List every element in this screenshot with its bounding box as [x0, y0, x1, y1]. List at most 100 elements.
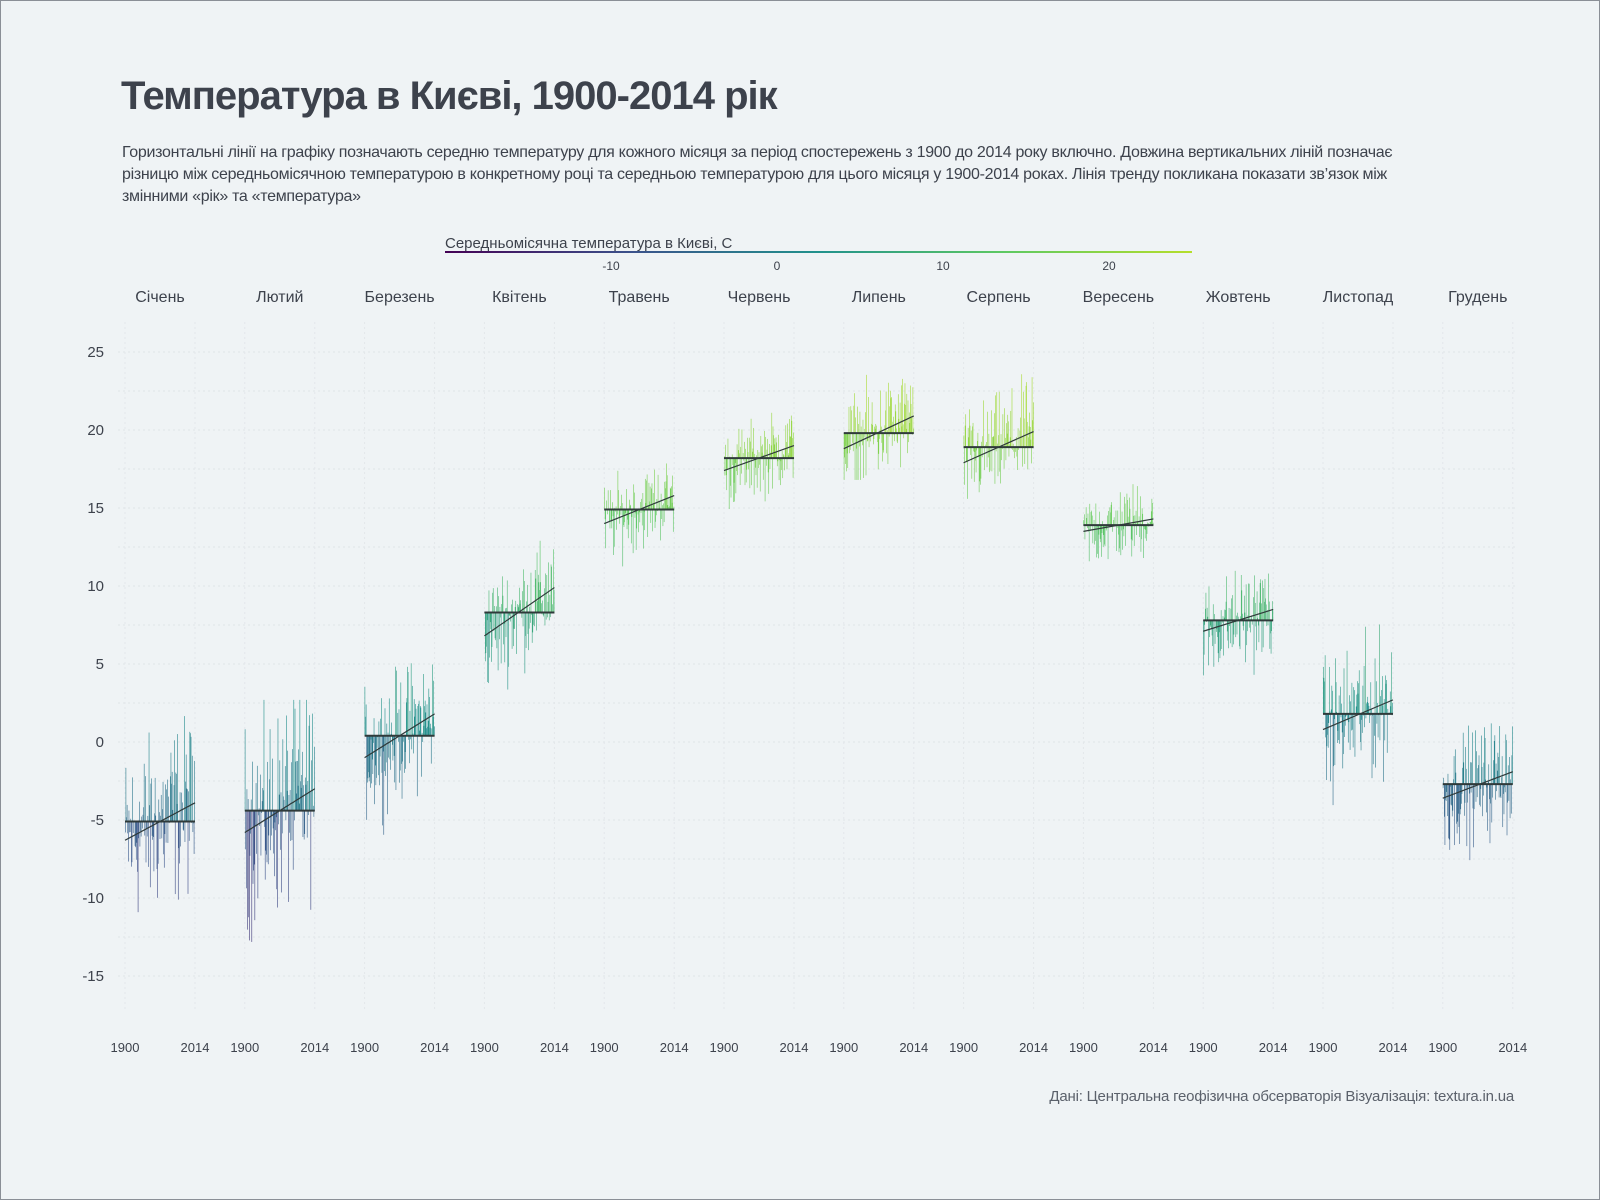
year-bar — [759, 458, 760, 465]
year-bar — [519, 587, 520, 613]
year-bar — [764, 430, 765, 459]
year-bar — [1359, 713, 1361, 725]
year-bar — [787, 423, 788, 459]
year-bar — [1090, 525, 1091, 531]
year-bar — [878, 433, 880, 454]
year-bar — [1150, 511, 1152, 526]
year-bar — [992, 437, 994, 448]
year-bar — [851, 410, 852, 434]
year-bar — [673, 506, 675, 510]
year-bar — [1355, 706, 1357, 714]
year-bar — [1094, 525, 1096, 541]
year-bar — [1366, 701, 1368, 714]
year-bar — [1478, 765, 1479, 785]
year-bar — [159, 812, 160, 822]
year-bar — [395, 666, 396, 736]
y-tick-label: -10 — [82, 890, 104, 907]
year-bar — [486, 612, 487, 647]
year-bar — [900, 433, 902, 468]
year-bar — [1122, 525, 1123, 550]
year-bar — [1347, 713, 1349, 743]
year-bar — [1470, 762, 1471, 785]
year-bar — [1022, 436, 1024, 448]
year-bar — [1265, 598, 1266, 621]
year-bar — [1332, 713, 1334, 806]
year-bar — [1028, 437, 1029, 448]
year-bar — [262, 788, 264, 811]
year-bar — [135, 821, 137, 860]
year-bar — [153, 821, 155, 872]
year-bar — [529, 606, 531, 613]
year-bar — [1027, 447, 1029, 470]
year-bar — [419, 706, 421, 736]
year-bar — [431, 728, 433, 736]
year-bar — [252, 810, 254, 884]
year-bar — [1472, 784, 1474, 809]
year-bar — [1003, 447, 1005, 469]
year-bar — [1381, 690, 1383, 714]
x-tick-label: 2014 — [1139, 1040, 1168, 1055]
year-bar — [182, 802, 183, 822]
year-bar — [416, 735, 418, 797]
year-bar — [419, 730, 420, 736]
year-bar — [620, 505, 621, 510]
year-bar — [308, 810, 309, 816]
year-bar — [1504, 784, 1506, 793]
year-bar — [1458, 784, 1459, 814]
year-bar — [553, 549, 554, 613]
year-bar — [1343, 713, 1344, 755]
year-bar — [1109, 507, 1111, 526]
year-bar — [783, 455, 785, 459]
year-bar — [739, 458, 741, 485]
year-bar — [860, 426, 862, 434]
year-bar — [1251, 620, 1253, 625]
year-bar — [657, 474, 659, 510]
year-bar — [745, 458, 747, 483]
year-bar — [159, 821, 161, 839]
year-bar — [860, 433, 861, 480]
year-bar — [1379, 624, 1380, 714]
year-bar — [1270, 620, 1271, 634]
year-bar — [291, 762, 292, 811]
year-bar — [879, 433, 880, 439]
year-bar — [887, 430, 888, 434]
year-bar — [522, 612, 524, 627]
year-bar — [1104, 525, 1105, 545]
year-bar — [1116, 525, 1118, 528]
year-bar — [306, 810, 308, 838]
year-bar — [981, 447, 983, 458]
year-bar — [898, 418, 900, 434]
year-bar — [162, 809, 163, 822]
year-bar — [865, 412, 866, 434]
year-bar — [1084, 514, 1085, 526]
year-bar — [1325, 713, 1327, 738]
year-bar — [883, 433, 884, 453]
year-bar — [781, 458, 782, 471]
year-bar — [1121, 525, 1122, 531]
year-bar — [1020, 417, 1021, 448]
year-bar — [881, 433, 883, 443]
year-bar — [1492, 784, 1493, 798]
year-bar — [1146, 525, 1148, 534]
year-bar — [294, 708, 296, 811]
year-bar — [531, 612, 532, 615]
year-bar — [139, 821, 141, 847]
year-bar — [131, 821, 133, 863]
year-bar — [418, 703, 419, 736]
year-bar — [505, 612, 507, 638]
year-bar — [1110, 504, 1112, 526]
year-bar — [1463, 762, 1465, 785]
x-tick-label: 1900 — [111, 1040, 140, 1055]
year-bar — [998, 391, 1000, 448]
year-bar — [897, 433, 898, 444]
year-bar — [774, 438, 776, 459]
year-bar — [1205, 608, 1206, 621]
year-bar — [1498, 756, 1499, 785]
year-bar — [986, 447, 988, 468]
year-bar — [284, 808, 285, 811]
year-bar — [875, 423, 877, 434]
year-bar — [1136, 486, 1138, 526]
year-bar — [1456, 784, 1458, 834]
x-tick-label: 2014 — [1259, 1040, 1288, 1055]
year-bar — [288, 810, 289, 902]
